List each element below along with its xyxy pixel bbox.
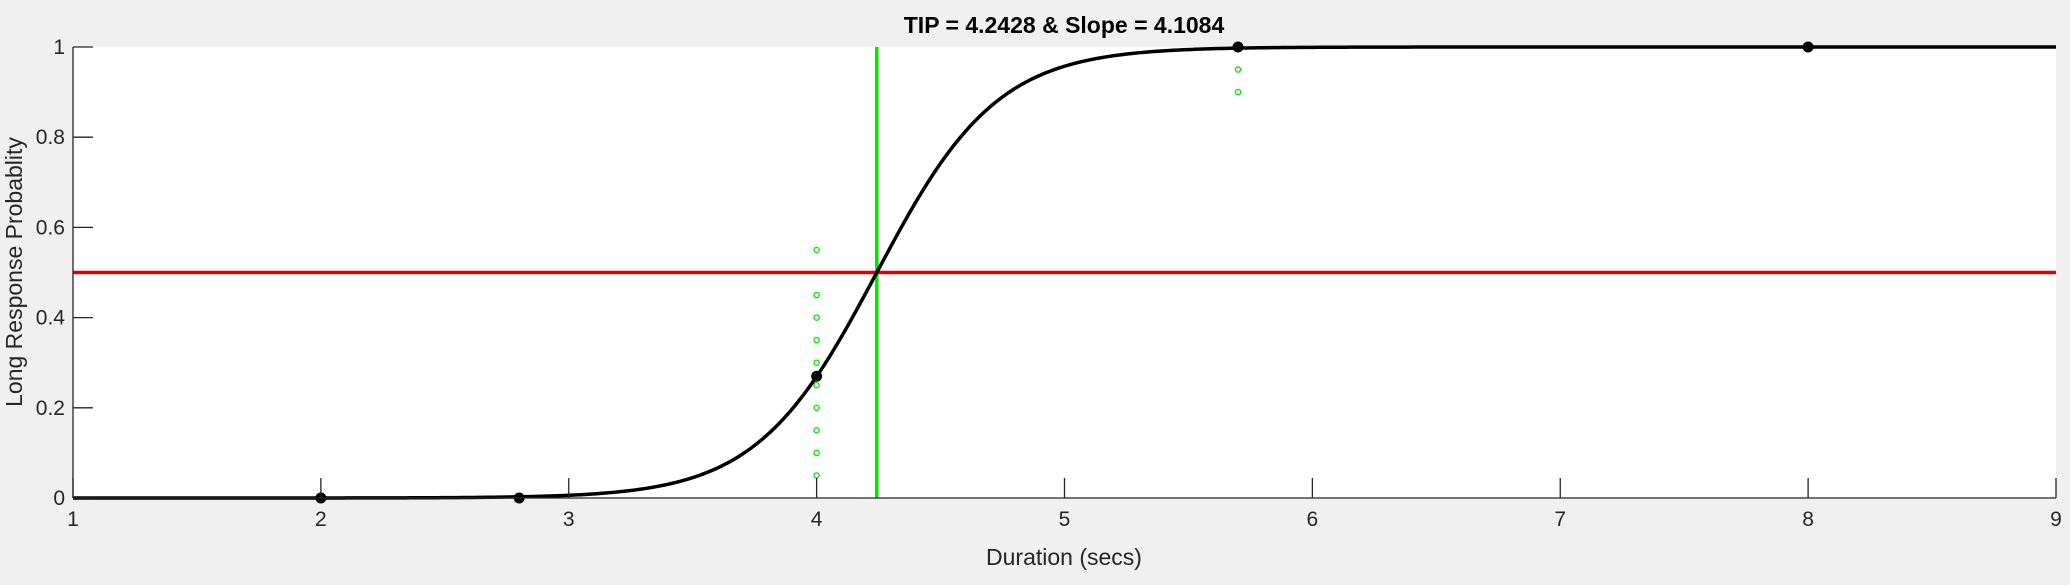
bootstrap-point: [813, 336, 820, 344]
y-tick-label: 0.4: [36, 307, 66, 330]
x-tick-label: 3: [563, 508, 575, 531]
x-tick-label: 7: [1554, 508, 1566, 531]
bootstrap-point: [1234, 88, 1242, 96]
bootstrap-point: [813, 381, 820, 389]
x-tick-label: 1: [67, 508, 79, 531]
x-tick-label: 6: [1307, 508, 1319, 531]
bootstrap-point: [813, 291, 820, 299]
bootstrap-point: [813, 359, 820, 366]
bootstrap-point: [813, 404, 820, 412]
chart-title: TIP = 4.2428 & Slope = 4.1084: [904, 12, 1225, 38]
bootstrap-point: [813, 449, 820, 457]
x-tick-label: 8: [1802, 508, 1814, 531]
x-tick-label: 2: [315, 508, 327, 531]
bootstrap-point: [813, 314, 820, 321]
bootstrap-point: [1234, 66, 1242, 73]
y-tick-label: 0.2: [36, 397, 65, 420]
data-point: [811, 370, 823, 382]
bootstrap-point: [813, 246, 820, 254]
x-tick-label: 4: [811, 508, 823, 531]
y-tick-label: 1: [53, 36, 65, 59]
x-tick-label: 5: [1059, 508, 1071, 531]
y-tick-label: 0: [53, 487, 65, 510]
data-point: [1802, 41, 1814, 53]
data-point: [1232, 41, 1244, 53]
y-tick-label: 0.6: [36, 216, 65, 239]
bootstrap-point: [813, 427, 820, 434]
x-axis-label: Duration (secs): [986, 544, 1142, 570]
x-tick-label: 9: [2050, 508, 2062, 531]
y-axis-label: Long Response Probablity: [1, 137, 27, 407]
y-tick-label: 0.8: [36, 126, 65, 149]
